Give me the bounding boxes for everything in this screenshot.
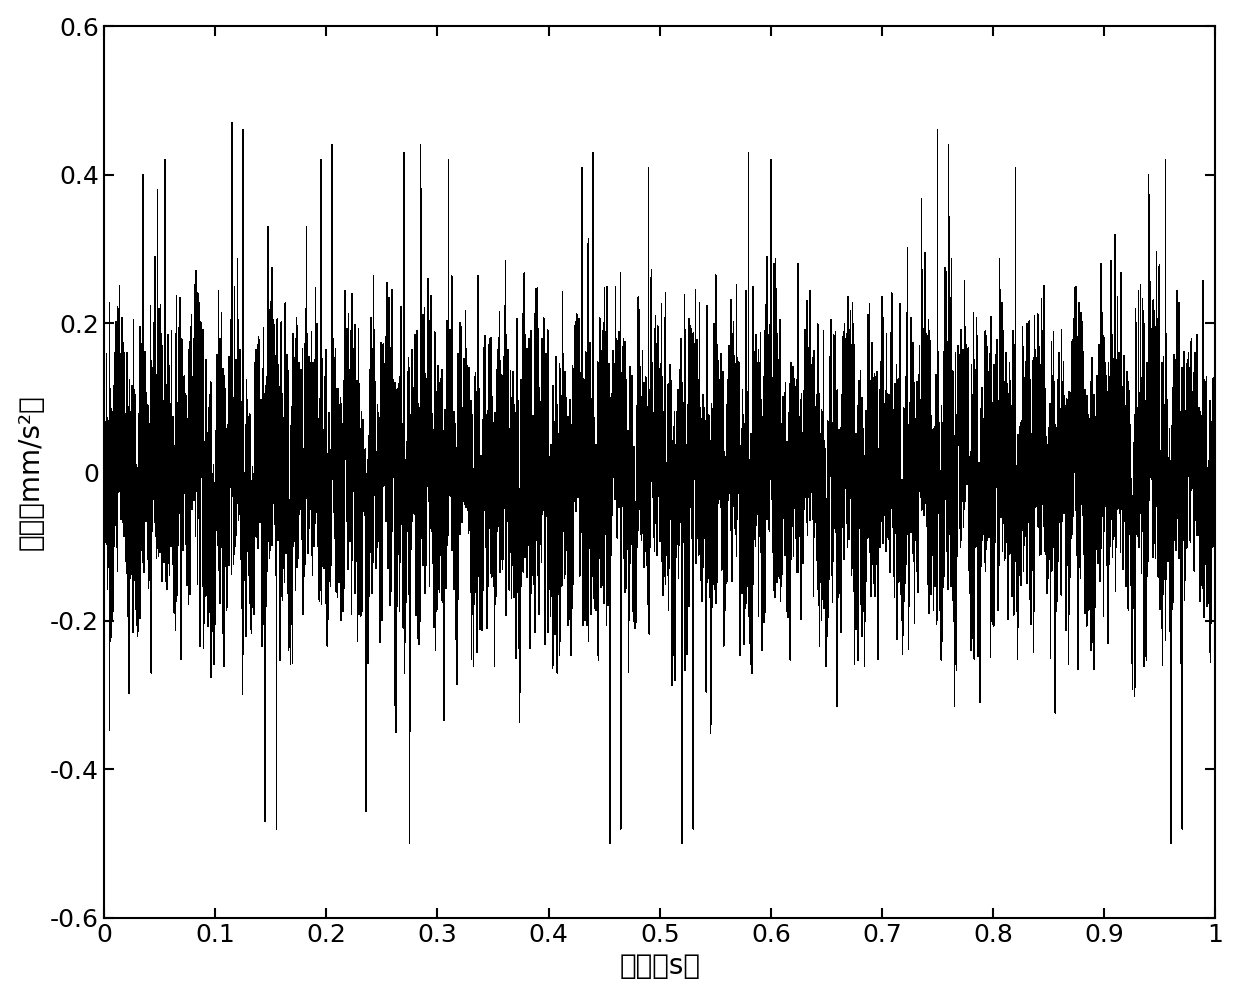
Y-axis label: 幅値（mm/s²）: 幅値（mm/s²） bbox=[16, 394, 45, 550]
X-axis label: 时间（s）: 时间（s） bbox=[619, 952, 701, 980]
